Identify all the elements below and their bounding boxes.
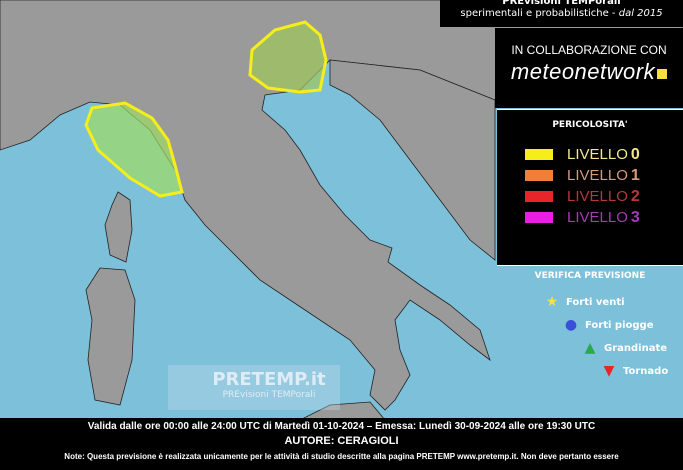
- balkans: [329, 59, 496, 261]
- danger-legend: PERICOLOSITA' LIVELLO 0 LIVELLO 1 LIVELLO 2 LI…: [497, 109, 683, 266]
- level-label: LIVELLO 2: [567, 187, 640, 205]
- verification-legend: VERIFICA PREVISIONE ★ Forti venti ● Forti p…: [497, 265, 683, 379]
- risk-area-veneto-friuli: [248, 20, 328, 94]
- circle-icon: ●: [564, 317, 578, 333]
- collaboration-banner: IN COLLABORAZIONE CON meteonetwork: [495, 28, 683, 108]
- level-label: LIVELLO 1: [567, 166, 640, 184]
- logo-square-icon: [657, 69, 668, 79]
- level-swatch: [525, 149, 553, 160]
- header: PREvisioni TEMPorali sperimentali e prob…: [440, 0, 683, 27]
- header-subtitle: sperimentali e probabilistiche -: [460, 8, 619, 19]
- level-swatch: [525, 212, 553, 223]
- verification-title: VERIFICA PREVISIONE: [534, 271, 646, 281]
- header-title: PREvisioni TEMPorali: [502, 0, 621, 7]
- footer: Valida dalle ore 00:00 alle 24:00 UTC di…: [0, 418, 683, 470]
- verification-item: ● Forti piogge: [564, 317, 654, 333]
- legend-level-1: LIVELLO 1: [525, 165, 683, 186]
- risk-area-liguria-tuscany: [84, 101, 184, 198]
- verification-item: ▲ Grandinate: [584, 340, 668, 356]
- sardinia: [85, 267, 136, 406]
- validity-text: Valida dalle ore 00:00 alle 24:00 UTC di…: [87, 421, 596, 432]
- verification-item: ▼ Tornado: [603, 363, 669, 379]
- pretemp-link[interactable]: www.pretemp.it: [457, 452, 517, 461]
- star-icon: ★: [545, 294, 559, 310]
- pretemp-watermark: PRETEMP.it PREvisioni TEMPorali: [168, 365, 340, 410]
- legend-level-3: LIVELLO 3: [525, 207, 683, 228]
- corsica: [104, 191, 133, 263]
- level-label: LIVELLO 3: [567, 208, 640, 226]
- collab-label: IN COLLABORAZIONE CON: [511, 43, 667, 57]
- level-swatch: [525, 191, 553, 202]
- legend-title: PERICOLOSITA': [552, 120, 628, 130]
- meteonetwork-logo: meteonetwork: [510, 59, 656, 84]
- triangle-down-icon: ▼: [603, 363, 615, 379]
- header-since: dal 2015: [618, 8, 663, 19]
- level-swatch: [525, 170, 553, 181]
- legend-level-0: LIVELLO 0: [525, 144, 683, 165]
- legend-level-2: LIVELLO 2: [525, 186, 683, 207]
- author-text: AUTORE: CERAGIOLI: [284, 435, 399, 447]
- triangle-up-icon: ▲: [584, 340, 596, 356]
- sicily: [299, 401, 386, 420]
- verification-item: ★ Forti venti: [545, 294, 625, 310]
- note-text: Note: Questa previsione è realizzata uni…: [64, 452, 619, 461]
- level-label: LIVELLO 0: [567, 145, 640, 163]
